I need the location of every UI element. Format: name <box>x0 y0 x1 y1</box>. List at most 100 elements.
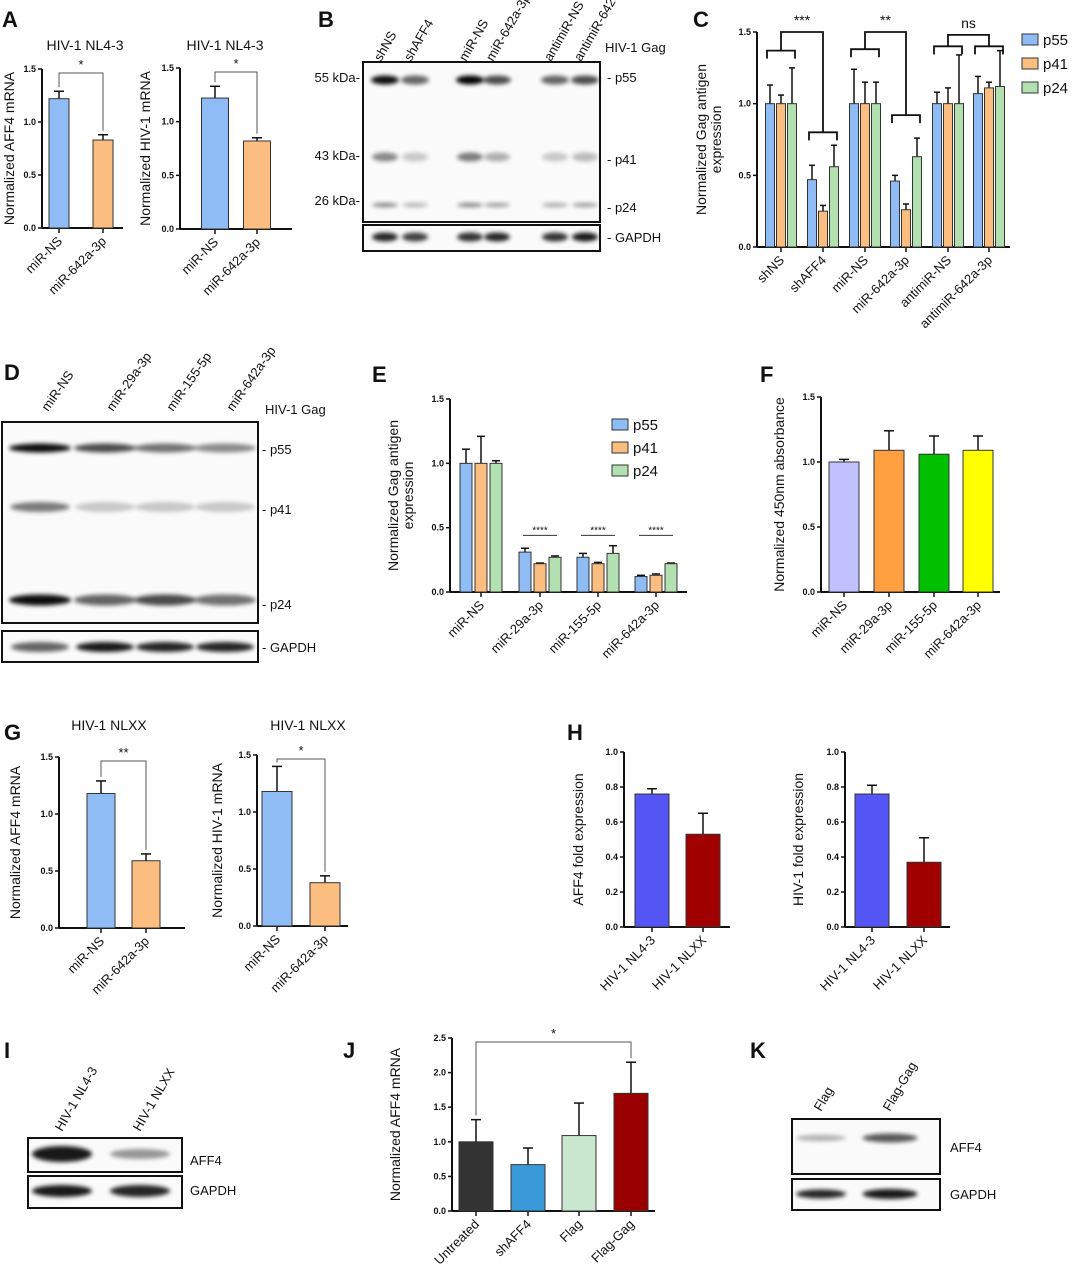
y-tick-label: 1.5 <box>433 1102 446 1112</box>
x-tick-label: Untreated <box>431 1217 482 1268</box>
y-tick-label: 0.5 <box>161 170 174 180</box>
lane-label: shAFF4 <box>401 17 437 64</box>
band-label: - p24 <box>607 200 637 215</box>
x-tick-label: HIV-1 NL4-3 <box>597 933 658 994</box>
y-axis-label: Normalized HIV-1 mRNA <box>137 70 153 225</box>
blot-band <box>572 232 598 242</box>
legend-swatch-p41 <box>611 441 629 454</box>
blot-band <box>457 232 483 242</box>
blot-band <box>371 75 399 85</box>
significance-label: ** <box>880 12 891 28</box>
significance-label: * <box>78 57 83 72</box>
panel-letter-e: E <box>372 362 387 387</box>
y-tick-label: 1.0 <box>738 99 751 109</box>
blot-k: Flag Flag-Gag AFF4 GAPDH <box>791 1059 996 1211</box>
blot-band <box>32 1146 92 1162</box>
legend-label: p41 <box>1043 56 1068 73</box>
legend-label: p55 <box>1043 32 1068 49</box>
y-axis-label-line: Normalized AFF4 mRNA <box>7 765 23 919</box>
band-label: - p55 <box>262 442 292 457</box>
y-tick-label: 2.0 <box>433 1068 446 1078</box>
blot-band <box>195 502 255 512</box>
blot-band <box>401 75 429 85</box>
panel-letter-c: C <box>693 7 709 32</box>
legend-label: p41 <box>633 440 658 457</box>
x-tick-label: shNS <box>754 252 787 285</box>
y-axis-label: Normalized AFF4 mRNA <box>7 765 23 919</box>
panel-letter-j: J <box>343 1038 355 1063</box>
y-axis-label-line: Normalized AFF4 mRNA <box>387 1047 403 1201</box>
blot-band <box>456 75 484 85</box>
blot-band <box>402 152 428 162</box>
blot-band <box>194 443 256 453</box>
legend-swatch-p55 <box>611 418 629 431</box>
significance-label: **** <box>648 525 664 536</box>
y-tick-label: 0.5 <box>802 522 815 532</box>
bar <box>309 882 341 927</box>
bar <box>918 453 950 593</box>
bar-p24 <box>871 103 881 248</box>
band-label: - p41 <box>607 152 637 167</box>
chart-title: HIV-1 NL4-3 <box>46 37 123 53</box>
y-tick-label: 0.2 <box>826 887 839 897</box>
significance-label: * <box>233 56 238 71</box>
band-label: - GAPDH <box>262 640 316 655</box>
bar <box>906 861 942 928</box>
chart-j-9: 0.0 0.5 1.0 1.5 2.0 2.5 Untreated shAFF4 Flag Fla… <box>387 1026 655 1267</box>
blot-band <box>134 594 196 606</box>
panel-letter-h: H <box>567 720 583 745</box>
lane-label: Flag <box>811 1084 837 1113</box>
y-axis-label-line: HIV-1 fold expression <box>790 773 806 906</box>
panel-letter-a: A <box>2 7 18 32</box>
bar <box>48 98 70 229</box>
blot-band <box>10 502 70 512</box>
chart-title: HIV-1 NLXX <box>71 717 147 733</box>
blot-band <box>76 642 134 652</box>
y-tick-label: 0.4 <box>605 852 618 862</box>
chart-f-4: 0.00.51.01.5miR-NSmiR-29a-3pmiR-155-5pmi… <box>771 392 1000 661</box>
significance-bracket <box>933 33 1004 55</box>
blot-band <box>135 502 195 512</box>
blot-band <box>484 232 510 242</box>
bar-p55 <box>807 179 817 248</box>
blot-membrane <box>362 61 601 223</box>
blot-band <box>110 1185 170 1197</box>
significance-label: ** <box>118 745 128 760</box>
legend-label: p55 <box>633 417 658 434</box>
blot-band <box>796 1135 846 1141</box>
y-axis-label-line: Normalized AFF4 mRNA <box>1 71 17 225</box>
legend-swatch-p55 <box>1021 33 1039 46</box>
y-tick-label: 1.5 <box>802 392 815 402</box>
significance-bracket <box>850 31 921 124</box>
panel-letter-b: B <box>318 7 334 32</box>
y-axis-label: Normalized AFF4 mRNA <box>387 1047 403 1201</box>
y-tick-label: 1.5 <box>238 750 251 760</box>
y-tick-label: 0.0 <box>738 242 751 252</box>
x-tick-label: miR-29a-3p <box>487 598 546 657</box>
y-tick-label: 1.0 <box>238 807 251 817</box>
y-tick-label: 0.5 <box>738 170 751 180</box>
blot-band <box>862 1133 918 1143</box>
y-axis-label-line: Normalized 450nm absorbance <box>771 397 787 592</box>
significance-label: * <box>551 1026 556 1041</box>
blot-membrane <box>1 421 259 624</box>
bar-p55 <box>518 551 532 593</box>
bar-p41 <box>984 87 994 248</box>
bar-p55 <box>849 103 859 248</box>
blot-band <box>572 203 598 207</box>
x-tick-label: shAFF4 <box>491 1217 534 1260</box>
y-axis-label: Normalized AFF4 mRNA <box>1 71 17 225</box>
blot-band <box>9 443 71 453</box>
y-tick-label: 1.0 <box>161 117 174 127</box>
y-axis-label: Normalized HIV-1 mRNA <box>209 762 225 917</box>
bar <box>854 793 890 928</box>
bar-p24 <box>829 166 839 248</box>
bar-p41 <box>818 210 828 248</box>
blot-group-label: HIV-1 Gag <box>265 402 326 417</box>
y-tick-label: 0.0 <box>238 921 251 931</box>
blot-membrane <box>791 1118 941 1175</box>
band-label: AFF4 <box>190 1153 222 1168</box>
panel-letter-k: K <box>750 1038 766 1063</box>
